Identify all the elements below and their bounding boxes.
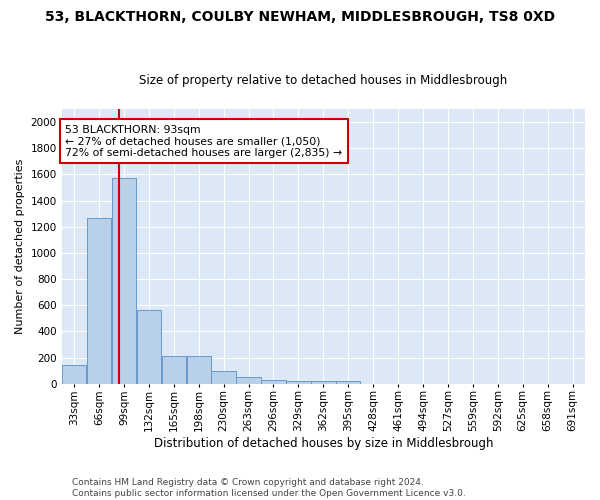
Bar bbox=[336, 381, 361, 384]
Bar bbox=[187, 356, 211, 384]
Text: 53, BLACKTHORN, COULBY NEWHAM, MIDDLESBROUGH, TS8 0XD: 53, BLACKTHORN, COULBY NEWHAM, MIDDLESBR… bbox=[45, 10, 555, 24]
Bar bbox=[236, 377, 261, 384]
X-axis label: Distribution of detached houses by size in Middlesbrough: Distribution of detached houses by size … bbox=[154, 437, 493, 450]
Bar bbox=[286, 381, 311, 384]
Bar bbox=[161, 356, 186, 384]
Bar bbox=[62, 366, 86, 384]
Text: Contains HM Land Registry data © Crown copyright and database right 2024.
Contai: Contains HM Land Registry data © Crown c… bbox=[72, 478, 466, 498]
Bar bbox=[311, 381, 335, 384]
Text: 53 BLACKTHORN: 93sqm
← 27% of detached houses are smaller (1,050)
72% of semi-de: 53 BLACKTHORN: 93sqm ← 27% of detached h… bbox=[65, 124, 343, 158]
Y-axis label: Number of detached properties: Number of detached properties bbox=[15, 158, 25, 334]
Bar bbox=[211, 370, 236, 384]
Bar bbox=[112, 178, 136, 384]
Bar bbox=[261, 380, 286, 384]
Bar bbox=[137, 310, 161, 384]
Bar bbox=[87, 218, 111, 384]
Title: Size of property relative to detached houses in Middlesbrough: Size of property relative to detached ho… bbox=[139, 74, 508, 87]
